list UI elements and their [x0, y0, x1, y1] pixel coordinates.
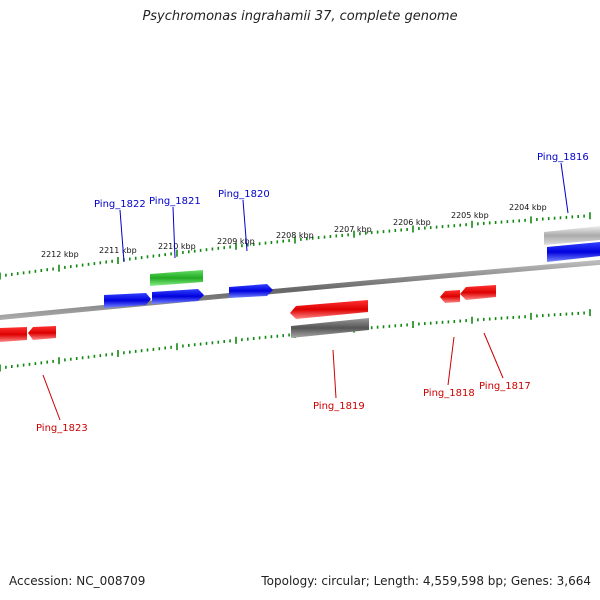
gene-labels[interactable]: Ping_1816 Ping_1817 Ping_1818 Ping_1819 …	[36, 152, 589, 434]
gene-label-ping-1818[interactable]: Ping_1818	[423, 388, 475, 399]
gene-arrow-ping-1819[interactable]	[290, 300, 368, 319]
reverse-genes[interactable]	[0, 285, 496, 342]
gene-arrow-ping-1817[interactable]	[460, 285, 496, 300]
gene-label-ping-1819[interactable]: Ping_1819	[313, 401, 365, 412]
genome-title: Psychromonas ingrahamii 37, complete gen…	[142, 9, 458, 24]
scale-label: 2207 kbp	[334, 225, 372, 234]
inner-scale-ticks	[0, 309, 591, 372]
gene-arrow-ping-1821[interactable]	[152, 289, 204, 304]
scale-label: 2209 kbp	[217, 237, 255, 246]
gene-arrow-ping-1816-cds[interactable]	[544, 226, 600, 245]
accession-text: Accession: NC_008709	[9, 574, 146, 588]
scale-label: 2205 kbp	[451, 211, 489, 220]
scale-label: 2206 kbp	[393, 218, 431, 227]
scale-label: 2211 kbp	[99, 246, 137, 255]
genome-backbone	[0, 259, 600, 321]
gene-label-ping-1822[interactable]: Ping_1822	[94, 199, 146, 210]
gene-label-ping-1817[interactable]: Ping_1817	[479, 381, 531, 392]
gene-arrow-ping-1818[interactable]	[440, 290, 460, 303]
scale-labels: 2212 kbp 2211 kbp 2210 kbp 2209 kbp 2208…	[41, 203, 547, 259]
gene-label-ping-1823[interactable]: Ping_1823	[36, 423, 88, 434]
gene-label-ping-1816[interactable]: Ping_1816	[537, 152, 589, 163]
gene-label-ping-1820[interactable]: Ping_1820	[218, 189, 270, 200]
gene-arrow-ping-1823-b[interactable]	[28, 326, 56, 340]
scale-label: 2208 kbp	[276, 231, 314, 240]
gene-arrow-ping-1823-a[interactable]	[0, 327, 27, 342]
scale-label: 2212 kbp	[41, 250, 79, 259]
gene-label-ping-1821[interactable]: Ping_1821	[149, 196, 201, 207]
forward-genes[interactable]	[104, 242, 600, 308]
scale-label: 2210 kbp	[158, 242, 196, 251]
label-leader-lines	[42, 162, 569, 421]
scale-label: 2204 kbp	[509, 203, 547, 212]
genome-summary-text: Topology: circular; Length: 4,559,598 bp…	[261, 574, 591, 588]
gene-arrow-ping-1816[interactable]	[547, 242, 600, 262]
gene-arrow-ping-1822[interactable]	[104, 293, 151, 308]
rna-feature[interactable]	[150, 270, 203, 286]
gene-arrow-ping-1819-cds[interactable]	[291, 318, 369, 338]
gene-arrow-ping-1820[interactable]	[229, 284, 273, 298]
